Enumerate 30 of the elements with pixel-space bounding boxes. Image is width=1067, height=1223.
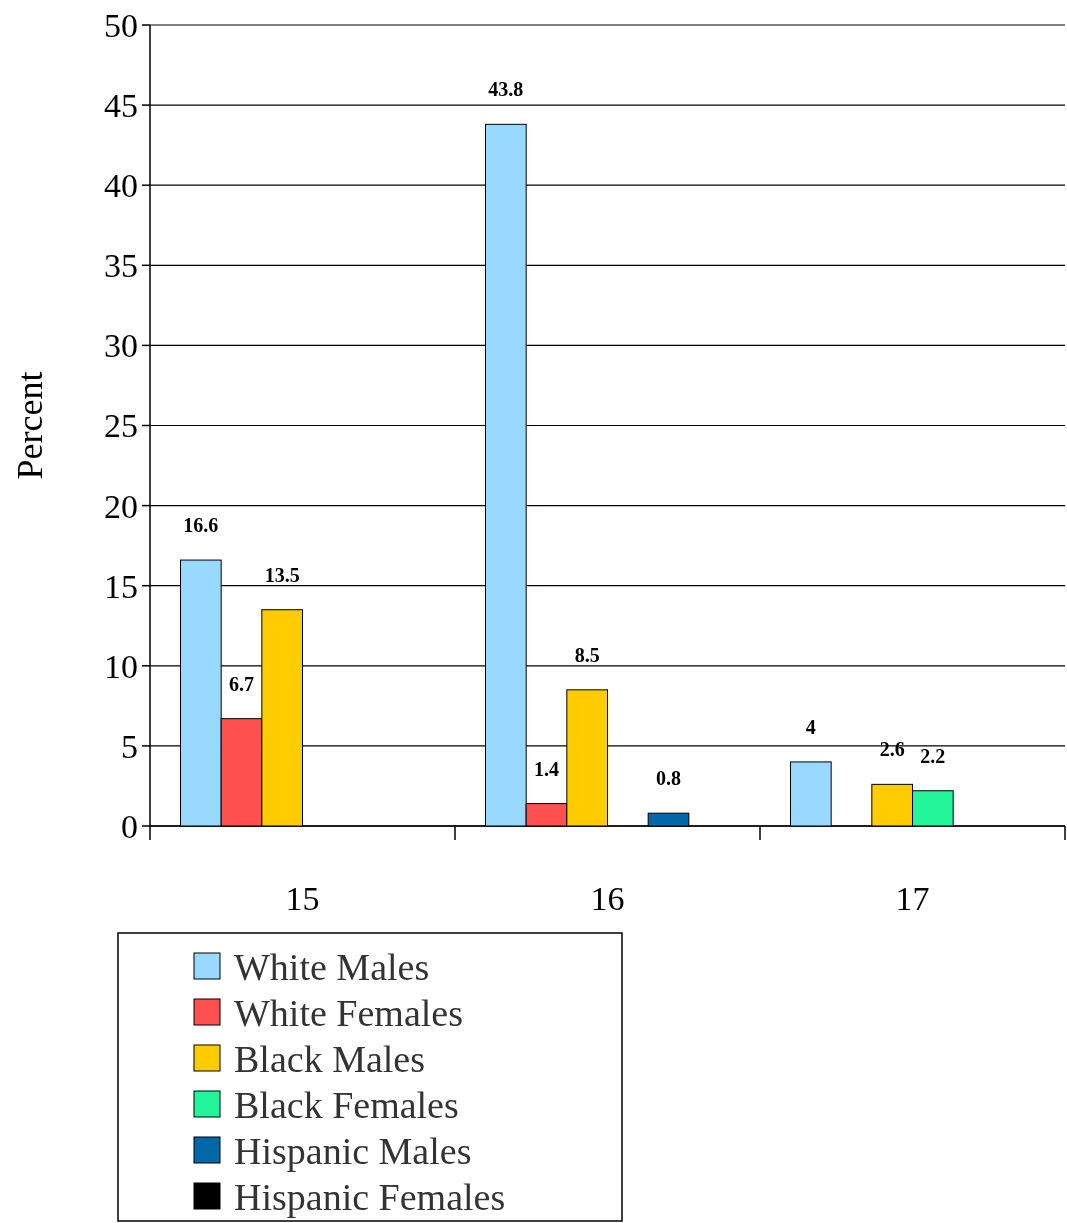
x-tick-label: 17 xyxy=(895,880,930,917)
data-label: 43.8 xyxy=(488,78,524,101)
data-label: 2.2 xyxy=(920,744,946,767)
y-tick-label: 50 xyxy=(104,6,138,44)
data-label: 1.4 xyxy=(534,757,559,780)
data-label: 8.5 xyxy=(574,643,600,666)
data-label: 6.7 xyxy=(229,672,254,695)
y-tick-label: 40 xyxy=(104,167,138,205)
data-label: 0.8 xyxy=(656,767,681,790)
x-tick-label: 16 xyxy=(590,880,625,917)
y-tick-label: 35 xyxy=(104,247,138,285)
data-label: 4 xyxy=(805,715,816,738)
y-tick-label: 5 xyxy=(121,727,138,765)
y-tick-label: 20 xyxy=(104,487,138,525)
y-tick-label: 30 xyxy=(104,327,138,365)
y-tick-label: 25 xyxy=(104,407,138,445)
y-tick-label: 15 xyxy=(104,567,138,605)
y-tick-label: 10 xyxy=(104,647,138,685)
legend-label: White Males xyxy=(234,946,430,989)
data-label: 16.6 xyxy=(183,514,219,537)
x-tick-label: 15 xyxy=(285,880,320,917)
y-tick-label: 45 xyxy=(104,87,138,124)
y-tick-label: 0 xyxy=(121,807,138,845)
legend-label: White Females xyxy=(234,992,463,1035)
legend-label: Hispanic Males xyxy=(234,1130,472,1173)
legend-label: Black Females xyxy=(234,1084,459,1127)
data-label: 13.5 xyxy=(264,563,300,586)
legend-label: Black Males xyxy=(234,1038,426,1081)
legend-label: Hispanic Females xyxy=(234,1176,506,1219)
y-axis-title: Percent xyxy=(10,371,50,480)
